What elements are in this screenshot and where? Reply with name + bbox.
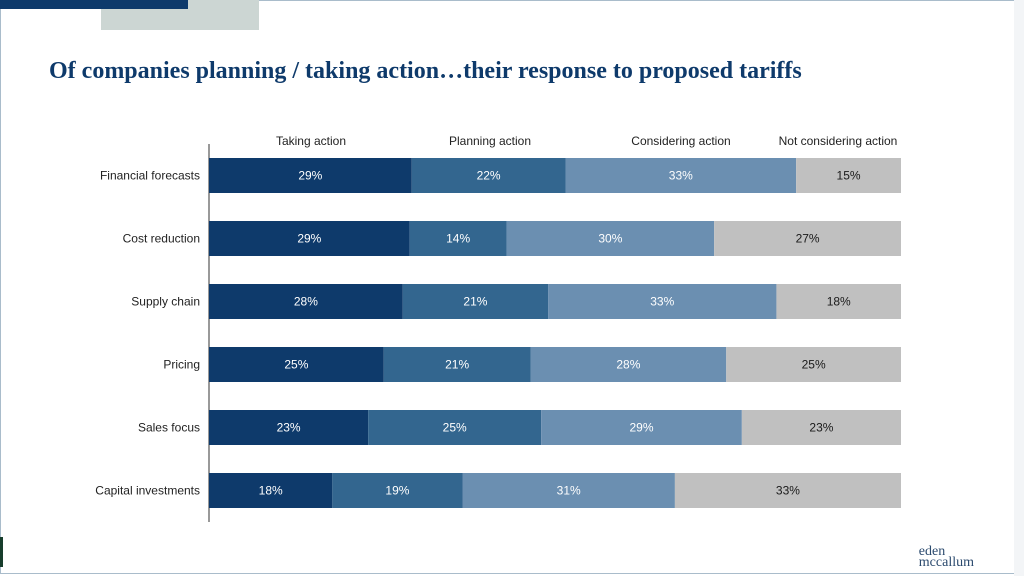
data-label-capital-investments-planning-action: 19% <box>385 484 409 498</box>
data-label-financial-forecasts-not-considering-action: 15% <box>837 169 861 183</box>
bar-sales-focus-taking-action <box>209 410 369 445</box>
data-label-financial-forecasts-considering-action: 33% <box>669 169 693 183</box>
legend-taking-action: Taking action <box>276 134 346 148</box>
eden-mccallum-logo: eden mccallum <box>918 544 974 570</box>
bar-pricing-considering-action <box>530 347 727 382</box>
category-label-financial-forecasts: Financial forecasts <box>100 169 200 183</box>
legend-planning-action: Planning action <box>449 134 531 148</box>
data-label-cost-reduction-not-considering-action: 27% <box>796 232 820 246</box>
data-label-financial-forecasts-taking-action: 29% <box>298 169 322 183</box>
bar-financial-forecasts-considering-action <box>565 158 797 193</box>
data-label-pricing-taking-action: 25% <box>284 358 308 372</box>
logo-line-1: eden <box>918 544 946 559</box>
data-label-sales-focus-considering-action: 29% <box>629 421 653 435</box>
top-accent-dark <box>0 0 188 9</box>
bar-capital-investments-considering-action <box>462 473 675 508</box>
category-label-pricing: Pricing <box>163 358 200 372</box>
slide-right-edge <box>1014 0 1024 576</box>
data-label-supply-chain-considering-action: 33% <box>650 295 674 309</box>
slide-title: Of companies planning / taking action…th… <box>49 58 802 84</box>
data-label-financial-forecasts-planning-action: 22% <box>477 169 501 183</box>
category-label-cost-reduction: Cost reduction <box>123 232 200 246</box>
legend-considering-action: Considering action <box>631 134 730 148</box>
bar-supply-chain-planning-action <box>402 284 549 319</box>
data-label-supply-chain-planning-action: 21% <box>463 295 487 309</box>
category-label-capital-investments: Capital investments <box>95 484 200 498</box>
data-label-pricing-not-considering-action: 25% <box>802 358 826 372</box>
bar-supply-chain-not-considering-action <box>776 284 901 319</box>
bar-cost-reduction-considering-action <box>506 221 715 256</box>
data-label-sales-focus-not-considering-action: 23% <box>809 421 833 435</box>
data-label-sales-focus-planning-action: 25% <box>443 421 467 435</box>
data-label-capital-investments-taking-action: 18% <box>259 484 283 498</box>
bar-cost-reduction-planning-action <box>409 221 507 256</box>
bar-sales-focus-considering-action <box>541 410 742 445</box>
data-label-capital-investments-considering-action: 31% <box>557 484 581 498</box>
bar-supply-chain-considering-action <box>548 284 777 319</box>
bar-financial-forecasts-planning-action <box>411 158 566 193</box>
bar-sales-focus-planning-action <box>368 410 542 445</box>
data-label-supply-chain-not-considering-action: 18% <box>827 295 851 309</box>
bar-supply-chain-taking-action <box>209 284 403 319</box>
category-label-sales-focus: Sales focus <box>138 421 200 435</box>
bar-capital-investments-not-considering-action <box>674 473 901 508</box>
data-label-pricing-planning-action: 21% <box>445 358 469 372</box>
bar-capital-investments-taking-action <box>209 473 333 508</box>
bar-sales-focus-not-considering-action <box>741 410 901 445</box>
data-label-cost-reduction-taking-action: 29% <box>297 232 321 246</box>
left-accent <box>0 537 3 567</box>
legend-not-considering-action: Not considering action <box>779 134 898 148</box>
bar-financial-forecasts-taking-action <box>209 158 412 193</box>
data-label-cost-reduction-planning-action: 14% <box>446 232 470 246</box>
bar-pricing-planning-action <box>383 347 531 382</box>
category-label-supply-chain: Supply chain <box>131 295 200 309</box>
data-label-pricing-considering-action: 28% <box>616 358 640 372</box>
bar-capital-investments-planning-action <box>332 473 463 508</box>
data-label-capital-investments-not-considering-action: 33% <box>776 484 800 498</box>
data-label-supply-chain-taking-action: 28% <box>294 295 318 309</box>
logo-line-2: mccallum <box>918 555 974 570</box>
bar-pricing-not-considering-action <box>726 347 901 382</box>
data-label-cost-reduction-considering-action: 30% <box>598 232 622 246</box>
bar-cost-reduction-not-considering-action <box>714 221 901 256</box>
bar-financial-forecasts-not-considering-action <box>796 158 901 193</box>
bar-cost-reduction-taking-action <box>209 221 410 256</box>
data-label-sales-focus-taking-action: 23% <box>277 421 301 435</box>
bar-pricing-taking-action <box>209 347 384 382</box>
